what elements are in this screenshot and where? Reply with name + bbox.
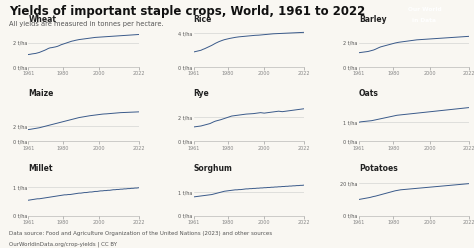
Text: Our World: Our World — [408, 7, 441, 12]
Text: Yields of important staple crops, World, 1961 to 2022: Yields of important staple crops, World,… — [9, 5, 366, 18]
Text: Rye: Rye — [194, 89, 210, 98]
Text: Rice: Rice — [194, 15, 212, 24]
Text: Wheat: Wheat — [28, 15, 56, 24]
Text: in Data: in Data — [412, 18, 437, 23]
Text: Potatoes: Potatoes — [359, 163, 398, 173]
Text: OurWorldinData.org/crop-yields | CC BY: OurWorldinData.org/crop-yields | CC BY — [9, 242, 118, 247]
Text: Maize: Maize — [28, 89, 54, 98]
Text: Sorghum: Sorghum — [194, 163, 233, 173]
Text: Barley: Barley — [359, 15, 387, 24]
Text: Oats: Oats — [359, 89, 379, 98]
Text: Data source: Food and Agriculture Organization of the United Nations (2023) and : Data source: Food and Agriculture Organi… — [9, 231, 273, 236]
Text: Millet: Millet — [28, 163, 53, 173]
Text: All yields are measured in tonnes per hectare.: All yields are measured in tonnes per he… — [9, 21, 164, 27]
